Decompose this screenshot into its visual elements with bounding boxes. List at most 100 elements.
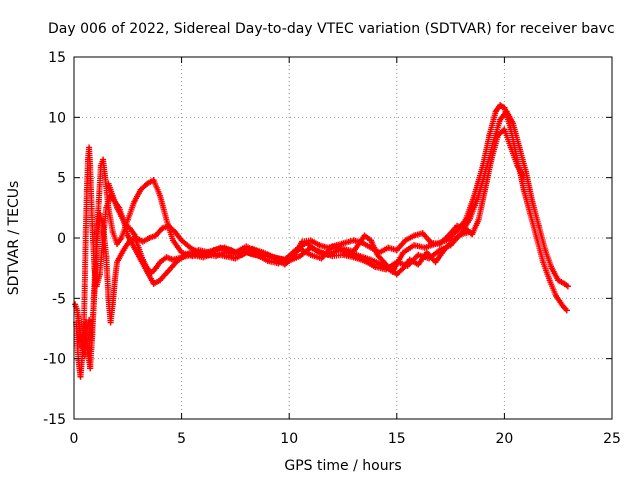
data-point xyxy=(94,228,101,235)
data-point xyxy=(361,257,368,264)
x-tick-label: 0 xyxy=(70,431,79,447)
data-points xyxy=(72,102,571,380)
data-point xyxy=(139,256,146,263)
data-point xyxy=(318,249,325,256)
data-point xyxy=(131,198,138,205)
data-point xyxy=(86,317,93,324)
data-point xyxy=(102,174,109,181)
data-point xyxy=(510,120,517,127)
data-point xyxy=(187,244,194,251)
data-point xyxy=(393,271,400,278)
data-point xyxy=(486,132,493,139)
y-tick-label: 15 xyxy=(48,50,66,66)
data-point xyxy=(120,247,127,254)
data-point xyxy=(482,186,489,193)
data-point xyxy=(243,249,250,256)
data-point xyxy=(114,204,121,211)
data-point xyxy=(118,213,125,220)
data-point xyxy=(232,255,239,262)
data-point xyxy=(169,237,176,244)
data-point xyxy=(165,222,172,229)
data-point xyxy=(275,260,282,267)
series-track-d xyxy=(105,180,473,278)
data-point xyxy=(165,267,172,274)
data-point xyxy=(406,256,413,263)
data-point xyxy=(78,337,85,344)
data-point xyxy=(84,156,91,163)
data-point xyxy=(135,244,142,251)
data-point xyxy=(307,244,314,251)
data-point xyxy=(126,225,133,232)
data-point xyxy=(296,253,303,260)
data-point xyxy=(144,265,151,272)
data-point xyxy=(200,254,207,261)
x-tick-label: 25 xyxy=(603,431,621,447)
data-point xyxy=(189,251,196,258)
data-point xyxy=(109,228,116,235)
data-point xyxy=(105,295,112,302)
data-point xyxy=(137,186,144,193)
series-track-c xyxy=(75,126,527,360)
y-axis-label: SDTVAR / TECUs xyxy=(6,181,22,296)
data-point xyxy=(72,301,79,308)
data-point xyxy=(475,216,482,223)
data-point xyxy=(564,283,571,290)
data-point xyxy=(535,222,542,229)
data-point xyxy=(445,232,452,239)
data-point xyxy=(109,192,116,199)
data-point xyxy=(96,210,103,217)
data-point xyxy=(97,162,104,169)
data-point xyxy=(126,237,133,244)
data-point xyxy=(466,228,473,235)
data-point xyxy=(501,126,508,133)
data-point xyxy=(238,247,245,254)
data-point xyxy=(516,144,523,151)
data-point xyxy=(402,237,409,244)
data-point xyxy=(529,198,536,205)
data-point xyxy=(449,237,456,244)
x-tick-label: 5 xyxy=(177,431,186,447)
data-point xyxy=(411,232,418,239)
data-point xyxy=(329,253,336,260)
data-point xyxy=(81,353,88,360)
data-point xyxy=(548,265,555,272)
data-point xyxy=(393,247,400,254)
data-point xyxy=(157,259,164,266)
data-point xyxy=(520,174,527,181)
data-point xyxy=(458,231,465,238)
data-point xyxy=(118,235,125,241)
data-point xyxy=(139,238,146,245)
data-point xyxy=(466,215,473,222)
data-point xyxy=(514,162,521,169)
data-point xyxy=(150,280,157,287)
data-point xyxy=(361,232,368,239)
data-point xyxy=(163,254,170,261)
y-tick-label: -15 xyxy=(43,412,66,428)
data-point xyxy=(83,186,90,193)
data-point xyxy=(122,222,129,229)
data-point xyxy=(281,261,288,268)
data-point xyxy=(86,144,93,151)
data-point xyxy=(400,249,407,256)
data-point xyxy=(380,259,387,266)
data-point xyxy=(488,156,495,163)
data-point xyxy=(100,156,107,163)
data-point xyxy=(299,238,306,245)
data-point xyxy=(441,247,448,254)
data-point xyxy=(157,277,164,284)
data-point xyxy=(350,237,357,244)
data-point xyxy=(527,210,534,217)
data-point xyxy=(501,104,508,111)
data-point xyxy=(150,177,157,184)
data-point xyxy=(264,251,271,258)
data-point xyxy=(367,237,374,244)
data-point xyxy=(411,242,418,249)
data-point xyxy=(342,239,349,246)
data-point xyxy=(415,261,422,268)
data-point xyxy=(553,292,560,299)
data-point xyxy=(367,256,374,263)
x-tick-label: 20 xyxy=(495,431,513,447)
data-point xyxy=(350,248,357,255)
data-point xyxy=(107,319,114,326)
data-point xyxy=(393,259,400,266)
